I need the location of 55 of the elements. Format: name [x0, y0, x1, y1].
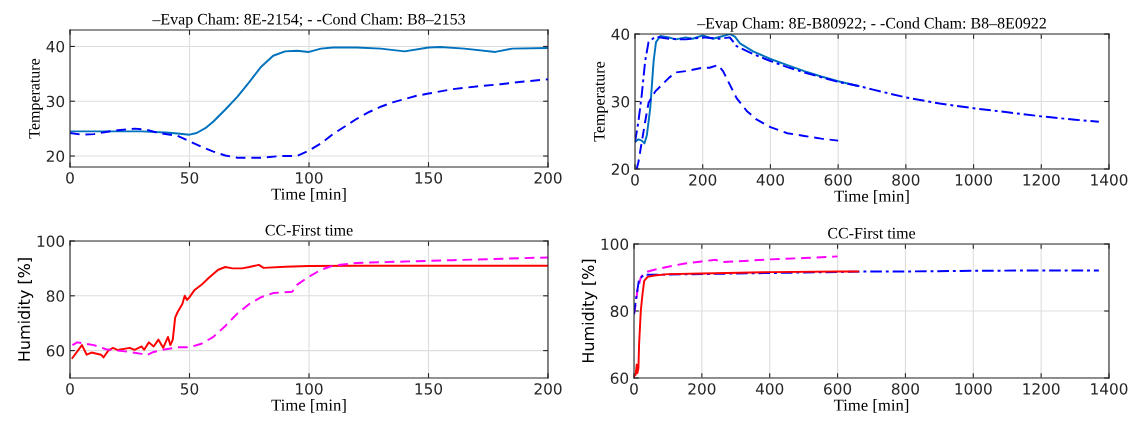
x-tick-label: 0	[66, 172, 74, 184]
x-tick-label: 1200	[1023, 383, 1060, 395]
y-tick-label: 60	[46, 345, 65, 357]
x-tick-label: 50	[180, 172, 199, 184]
x-tick-label: 800	[891, 383, 919, 395]
x-tick-label: 0	[66, 383, 74, 395]
x-tick-label: 600	[824, 174, 852, 186]
y-axis-title: Temperature	[29, 58, 43, 139]
x-tick-label: 400	[755, 383, 784, 395]
x-tick-label: 1400	[1091, 174, 1128, 186]
line-series	[70, 78, 548, 159]
y-axis-title: Humidity [%]	[581, 259, 598, 362]
x-tick-label: 1000	[955, 383, 992, 395]
x-tick-label: 100	[296, 172, 323, 184]
x-tick-label: 200	[688, 383, 716, 395]
x-tick-label: 200	[534, 383, 562, 395]
x-tick-label: 150	[415, 383, 443, 395]
line-series	[634, 270, 859, 378]
x-tick-label: 150	[415, 172, 443, 184]
y-tick-label: 30	[46, 95, 65, 108]
x-tick-label: 0	[630, 383, 638, 395]
y-tick-label: 80	[610, 305, 629, 318]
y-tick-label: 20	[46, 150, 65, 163]
line-series	[70, 46, 548, 136]
chart-title: –Evap Cham: 8E-2154; - -Cond Cham: B8–2153	[152, 13, 465, 28]
x-tick-label: 800	[892, 174, 920, 186]
y-tick-label: 30	[611, 95, 630, 108]
chart-title: –Evap Cham: 8E-B80922; - -Cond Cham: B8–8E0922	[697, 17, 1046, 32]
y-tick-label: 100	[37, 235, 65, 248]
x-tick-label: 200	[534, 172, 562, 184]
y-tick-label: 60	[610, 372, 629, 385]
y-axis-title: Humidity [%]	[17, 258, 34, 361]
x-tick-label: 200	[689, 174, 717, 186]
x-axis-title: Time [min]	[833, 399, 909, 413]
x-axis-title: Time [min]	[834, 190, 909, 204]
x-axis-title: Time [min]	[271, 188, 346, 202]
line-series	[635, 34, 860, 145]
x-tick-label: 400	[756, 174, 784, 186]
y-tick-label: 40	[46, 40, 65, 53]
y-axis-title: Temperature	[594, 61, 608, 142]
x-tick-label: 100	[296, 383, 323, 395]
x-tick-label: 50	[180, 383, 199, 395]
x-axis-title: Time [min]	[271, 399, 346, 413]
y-tick-label: 100	[601, 238, 629, 251]
x-tick-label: 0	[631, 174, 639, 186]
y-tick-label: 80	[46, 290, 65, 302]
chart-title: CC-First time	[828, 227, 916, 239]
chart-title: CC-First time	[265, 224, 353, 236]
line-series	[635, 64, 840, 169]
x-tick-label: 1000	[955, 174, 992, 186]
y-tick-label: 20	[611, 163, 630, 176]
x-tick-label: 1200	[1023, 174, 1060, 186]
x-tick-label: 1400	[1091, 383, 1128, 395]
x-tick-label: 600	[824, 383, 852, 395]
y-tick-label: 40	[611, 28, 630, 41]
